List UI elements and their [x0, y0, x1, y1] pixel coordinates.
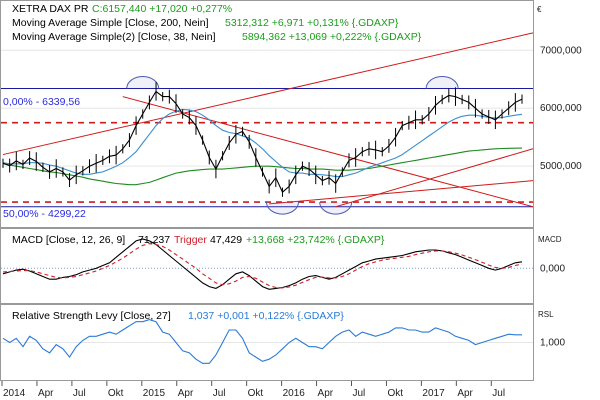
macd-line — [2, 238, 523, 290]
highlight-arc — [425, 76, 459, 89]
macd-y-tick: 0,000 — [540, 263, 565, 274]
x-tick-label: Apr — [318, 388, 334, 399]
x-tick-label: 2016 — [283, 388, 306, 399]
x-tick-label: 2015 — [143, 388, 166, 399]
x-axis: 2014 Apr Jul Okt 2015 Apr Jul Okt 2016 Apr Jul Okt 2… — [1, 381, 505, 399]
x-tick-label: Jul — [213, 388, 226, 399]
price-panel-frame — [0, 0, 534, 228]
legend-ma38-values: 5894,362 +13,069 +0,222% {.GDAXP} — [242, 31, 422, 43]
price-legend: XETRA DAX PR C:6157,440 +17,020 +0,277% … — [3, 3, 542, 220]
highlight-arc — [265, 202, 299, 215]
x-tick-label: Jul — [352, 388, 365, 399]
legend-rsl-values: 1,037 +0,001 +0,122% {.GDAXP} — [188, 310, 344, 322]
rsl-panel-frame — [0, 304, 534, 381]
macd-title: MACD — [538, 235, 562, 244]
x-tick-label: Apr — [38, 388, 54, 399]
legend-trigger-value: 47,429 — [210, 234, 242, 246]
x-tick-label: 2017 — [422, 388, 445, 399]
trendline — [122, 96, 534, 208]
x-tick-label: 2014 — [3, 388, 26, 399]
macd-panel-frame — [0, 228, 534, 304]
rsl-title: RSL — [538, 310, 554, 319]
trendline — [269, 180, 534, 205]
x-tick-label: Okt — [387, 388, 403, 399]
highlight-arc — [319, 202, 353, 215]
legend-macd-value: 71,237 — [138, 234, 170, 246]
legend-macd-name: MACD [Close, 12, 26, 9] — [12, 234, 125, 246]
legend-price-values: C:6157,440 +17,020 +0,277% — [92, 3, 232, 15]
rsl-panel: 1,000 — [1, 319, 565, 364]
rsl-line — [2, 319, 522, 364]
legend-rsl-name: Relative Strength Levy [Close, 27] — [12, 310, 171, 322]
price-y-tick: 7000,000 — [540, 45, 582, 56]
x-tick-label: Okt — [108, 388, 124, 399]
legend-macd-change: +13,668 +23,742% {.GDAXP} — [246, 234, 385, 246]
fib-label-0: 0,00% - 6339,56 — [3, 96, 80, 108]
legend-trigger-name: Trigger — [174, 234, 207, 246]
x-tick-label: Jul — [492, 388, 505, 399]
highlight-arc — [126, 76, 160, 89]
price-y-tick: 5000,000 — [540, 161, 582, 172]
macd-panel: 0,000 — [1, 238, 565, 290]
x-tick-label: Okt — [248, 388, 264, 399]
legend-ma200-values: 5312,312 +6,971 +0,131% {.GDAXP} — [225, 17, 399, 29]
x-tick-label: Apr — [457, 388, 473, 399]
macd-legend: MACD [Close, 12, 26, 9] 71,237 Trigger 4… — [12, 234, 562, 246]
trendline — [335, 148, 534, 208]
legend-ma38-name: Moving Average Simple(2) [Close, 38, Nei… — [12, 31, 216, 43]
trigger-line — [2, 243, 523, 289]
currency-symbol: € — [537, 5, 542, 14]
x-tick-label: Apr — [178, 388, 194, 399]
rsl-legend: Relative Strength Levy [Close, 27] 1,037… — [12, 310, 554, 322]
x-tick-label: Jul — [73, 388, 86, 399]
ma200-line — [2, 147, 523, 186]
price-y-tick: 6000,000 — [540, 103, 582, 114]
fib-label-50: 50,00% - 4299,22 — [3, 208, 86, 220]
ma38-line — [2, 108, 523, 178]
legend-ma200-name: Moving Average Simple [Close, 200, Nein] — [12, 17, 209, 29]
price-panel: 7000,000 6000,000 5000,000 — [1, 32, 582, 215]
legend-price-name: XETRA DAX PR — [12, 3, 89, 15]
trendline — [2, 32, 534, 156]
rsl-y-tick: 1,000 — [540, 338, 565, 349]
